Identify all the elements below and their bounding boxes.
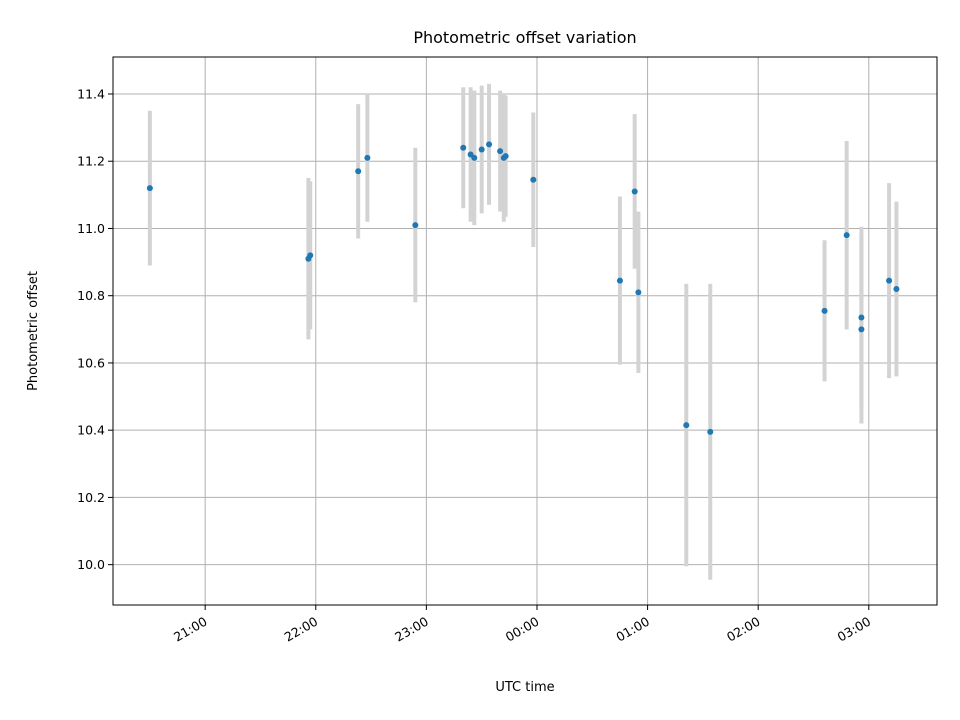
y-tick-label: 10.2 bbox=[77, 490, 105, 505]
data-point bbox=[502, 153, 509, 160]
data-point bbox=[821, 307, 828, 314]
data-point bbox=[460, 144, 467, 151]
chart-title: Photometric offset variation bbox=[413, 28, 636, 47]
data-point bbox=[886, 277, 893, 284]
data-point bbox=[412, 222, 419, 229]
y-tick-label: 11.4 bbox=[77, 86, 105, 101]
data-point bbox=[635, 289, 642, 296]
data-point bbox=[355, 168, 362, 175]
data-point bbox=[486, 141, 493, 148]
y-tick-label: 10.8 bbox=[77, 288, 105, 303]
data-point bbox=[471, 154, 478, 161]
data-point bbox=[707, 428, 714, 435]
plot-frame bbox=[112, 56, 938, 606]
grid-lines bbox=[113, 57, 937, 605]
y-tick-label: 10.0 bbox=[77, 557, 105, 572]
data-point bbox=[616, 277, 623, 284]
x-axis-label: UTC time bbox=[495, 680, 554, 695]
data-point bbox=[631, 188, 638, 195]
data-point bbox=[858, 326, 865, 333]
y-tick-label: 11.0 bbox=[77, 221, 105, 236]
data-point bbox=[146, 185, 153, 192]
y-tick-label: 10.6 bbox=[77, 355, 105, 370]
data-points bbox=[146, 141, 900, 435]
data-point bbox=[858, 314, 865, 321]
data-point bbox=[364, 154, 371, 161]
y-axis-ticks: 10.0 10.2 10.4 10.6 10.8 11.0 11.2 11.4 bbox=[77, 86, 113, 572]
data-point bbox=[478, 146, 485, 153]
y-axis-label: Photometric offset bbox=[26, 271, 41, 391]
data-point bbox=[307, 252, 314, 259]
data-point bbox=[893, 285, 900, 292]
data-point bbox=[497, 148, 504, 155]
data-point bbox=[530, 176, 537, 183]
data-point bbox=[683, 422, 690, 429]
y-tick-label: 11.2 bbox=[77, 154, 105, 169]
y-tick-label: 10.4 bbox=[77, 423, 105, 438]
data-point bbox=[843, 232, 850, 239]
